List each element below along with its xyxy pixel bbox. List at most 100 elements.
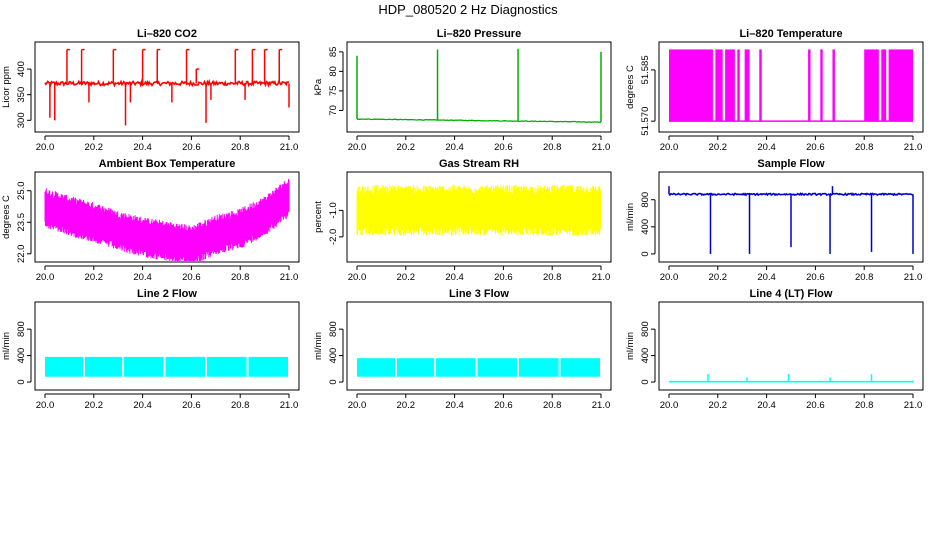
y-tick-label: 400	[16, 348, 27, 364]
y-axis: -2.0 -1.0	[328, 202, 344, 245]
x-tick-label: 20.8	[231, 142, 250, 153]
y-axis: 0 400 800	[16, 321, 32, 385]
series-band	[44, 179, 290, 261]
high-interval	[864, 49, 879, 122]
high-interval	[881, 49, 887, 122]
flow-block	[357, 358, 396, 377]
plot-frame	[658, 301, 924, 391]
x-tick-label: 20.6	[494, 400, 513, 411]
series	[668, 186, 914, 254]
x-tick-label: 20.2	[709, 142, 728, 153]
x-tick-label: 21.0	[592, 272, 611, 283]
high-interval	[669, 49, 713, 122]
x-tick-label: 20.8	[543, 142, 562, 153]
x-tick-label: 20.8	[231, 400, 250, 411]
x-tick-label: 21.0	[904, 272, 923, 283]
y-axis: 0 400 800	[640, 321, 656, 385]
x-tick-label: 20.2	[397, 400, 416, 411]
y-axis: 22.0 23.5 25.0	[16, 181, 32, 263]
x-tick-label: 20.2	[709, 272, 728, 283]
flow-block	[519, 358, 559, 377]
y-axis: 300 350 400	[16, 61, 32, 128]
y-tick-label: 400	[640, 348, 651, 364]
high-interval	[808, 49, 811, 122]
x-tick-label: 20.8	[543, 272, 562, 283]
x-tick-label: 20.6	[182, 400, 201, 411]
x-tick-label: 20.0	[348, 142, 367, 153]
x-tick-label: 20.6	[182, 272, 201, 283]
x-tick-label: 20.8	[231, 272, 250, 283]
x-tick-label: 20.4	[445, 142, 464, 153]
high-interval	[737, 49, 740, 122]
panel-title: Li–820 CO2	[137, 28, 197, 40]
flow-block	[165, 356, 206, 377]
x-tick-label: 20.4	[757, 400, 776, 411]
x-tick-label: 21.0	[592, 400, 611, 411]
y-tick-label: 23.5	[16, 213, 27, 232]
x-axis: 20.0 20.2 20.4 20.6 20.8 21.0	[348, 265, 611, 283]
x-tick-label: 20.0	[660, 400, 679, 411]
x-tick-label: 20.6	[806, 400, 825, 411]
y-axis-label: ml/min	[1, 332, 12, 360]
y-tick-label: 51.570	[640, 107, 651, 136]
y-tick-label: 0	[640, 251, 651, 256]
x-tick-label: 21.0	[592, 142, 611, 153]
flow-block	[124, 356, 164, 377]
y-tick-label: 400	[16, 61, 27, 77]
y-axis-label: ml/min	[625, 203, 636, 231]
x-tick-label: 20.6	[806, 142, 825, 153]
x-tick-label: 21.0	[280, 400, 299, 411]
y-axis: 0 400 800	[328, 321, 344, 385]
x-tick-label: 20.4	[133, 142, 152, 153]
flow-block	[560, 358, 601, 377]
panel-title: Li–820 Pressure	[437, 28, 521, 40]
x-tick-label: 20.2	[709, 400, 728, 411]
series	[669, 49, 913, 122]
flow-block	[45, 356, 84, 377]
y-tick-label: 800	[640, 192, 651, 208]
plot-frame	[658, 171, 924, 263]
y-tick-label: 800	[16, 321, 27, 337]
y-axis-label: Licor ppm	[1, 66, 12, 108]
y-tick-label: 800	[328, 321, 339, 337]
x-tick-label: 20.2	[85, 142, 104, 153]
panel-title: Li–820 Temperature	[739, 28, 842, 40]
x-tick-label: 21.0	[904, 142, 923, 153]
x-tick-label: 20.2	[85, 400, 104, 411]
x-axis: 20.0 20.2 20.4 20.6 20.8 21.0	[348, 135, 611, 153]
high-interval	[759, 49, 762, 122]
x-tick-label: 20.0	[36, 142, 55, 153]
x-axis: 20.0 20.2 20.4 20.6 20.8 21.0	[660, 393, 922, 411]
y-tick-label: 51.585	[640, 55, 651, 84]
x-tick-label: 20.0	[660, 142, 679, 153]
x-axis: 20.0 20.2 20.4 20.6 20.8 21.0	[660, 265, 923, 283]
y-tick-label: 75	[328, 86, 339, 97]
series-line	[357, 118, 602, 123]
y-tick-label: 400	[328, 348, 339, 364]
series	[356, 185, 602, 236]
series	[669, 374, 914, 383]
flow-block	[397, 358, 435, 377]
panel-title: Line 4 (LT) Flow	[750, 288, 833, 300]
x-tick-label: 20.0	[36, 272, 55, 283]
x-tick-label: 20.0	[348, 400, 367, 411]
high-interval	[832, 49, 835, 122]
panel-title: Line 3 Flow	[449, 288, 509, 300]
y-tick-label: 800	[640, 321, 651, 337]
y-axis-label: percent	[313, 201, 324, 233]
high-interval	[715, 49, 723, 122]
panel-title: Ambient Box Temperature	[99, 158, 236, 170]
plot-frame	[34, 41, 300, 133]
flow-block	[248, 356, 289, 377]
x-tick-label: 20.6	[806, 272, 825, 283]
series	[357, 358, 601, 377]
y-tick-label: 80	[328, 66, 339, 77]
x-tick-label: 21.0	[280, 272, 299, 283]
x-axis: 20.0 20.2 20.4 20.6 20.8 21.0	[36, 135, 298, 153]
x-tick-label: 20.2	[85, 272, 104, 283]
y-tick-label: -2.0	[328, 229, 339, 245]
x-axis: 20.0 20.2 20.4 20.6 20.8 21.0	[36, 265, 299, 283]
